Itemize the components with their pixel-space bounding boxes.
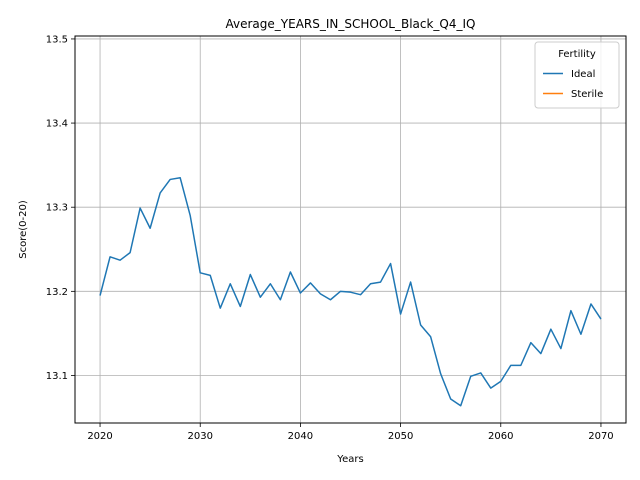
chart-title: Average_YEARS_IN_SCHOOL_Black_Q4_IQ <box>226 17 476 31</box>
x-tick-label: 2040 <box>288 431 313 442</box>
legend-entry-ideal: Ideal <box>571 69 595 80</box>
x-axis-label: Years <box>336 454 363 465</box>
x-tick-label: 2060 <box>488 431 513 442</box>
series-group <box>99 177 602 407</box>
legend: Fertility Ideal Sterile <box>534 41 620 109</box>
x-tick-label: 2070 <box>588 431 613 442</box>
x-axis-ticks: 2020 2030 2040 2050 2060 2070 <box>87 423 614 442</box>
legend-title: Fertility <box>558 49 596 60</box>
y-axis-label: Score(0-20) <box>18 200 29 259</box>
y-tick-label: 13.4 <box>46 119 68 130</box>
y-axis-ticks: 13.1 13.2 13.3 13.4 13.5 <box>46 34 75 382</box>
y-tick-label: 13.5 <box>46 34 68 45</box>
y-tick-label: 13.1 <box>46 371 68 382</box>
grid-lines <box>75 36 626 423</box>
x-tick-label: 2050 <box>388 431 413 442</box>
y-tick-label: 13.3 <box>46 203 68 214</box>
legend-box <box>534 41 620 109</box>
y-tick-label: 13.2 <box>46 287 68 298</box>
x-tick-label: 2020 <box>87 431 112 442</box>
x-tick-label: 2030 <box>188 431 213 442</box>
plot-frame <box>74 35 627 424</box>
legend-entry-sterile: Sterile <box>571 89 603 100</box>
